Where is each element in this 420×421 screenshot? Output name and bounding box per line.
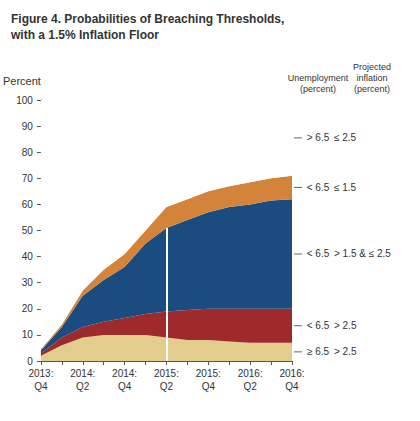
svg-text:Figure 4. Probabilities of Bre: Figure 4. Probabilities of Breaching Thr… <box>11 12 284 26</box>
svg-text:Q4: Q4 <box>202 381 216 392</box>
svg-text:60: 60 <box>22 199 34 210</box>
svg-text:Q2: Q2 <box>243 381 257 392</box>
svg-text:Q4: Q4 <box>285 381 299 392</box>
svg-text:< 6.5: < 6.5 <box>307 320 330 331</box>
svg-text:Q2: Q2 <box>76 381 90 392</box>
svg-text:Projected: Projected <box>353 62 391 72</box>
svg-text:Q4: Q4 <box>34 381 48 392</box>
svg-text:(percent): (percent) <box>300 84 336 94</box>
svg-text:90: 90 <box>22 121 34 132</box>
svg-text:2016:: 2016: <box>279 368 304 379</box>
svg-text:with a 1.5% Inflation Floor: with a 1.5% Inflation Floor <box>10 28 159 42</box>
svg-text:80: 80 <box>22 147 34 158</box>
svg-text:> 2.5: > 2.5 <box>334 346 357 357</box>
svg-text:Q2: Q2 <box>160 381 174 392</box>
svg-text:(percent): (percent) <box>354 84 390 94</box>
svg-text:50: 50 <box>22 225 34 236</box>
svg-text:2016:: 2016: <box>238 368 263 379</box>
svg-text:≤ 2.5: ≤ 2.5 <box>334 132 357 143</box>
svg-text:≥ 6.5: ≥ 6.5 <box>307 346 330 357</box>
svg-text:10: 10 <box>22 329 34 340</box>
svg-text:≤ 1.5: ≤ 1.5 <box>334 182 357 193</box>
svg-text:> 2.5: > 2.5 <box>334 320 357 331</box>
svg-text:0: 0 <box>27 356 33 367</box>
svg-text:2015:: 2015: <box>154 368 179 379</box>
svg-text:20: 20 <box>22 303 34 314</box>
svg-text:> 1.5 & ≤ 2.5: > 1.5 & ≤ 2.5 <box>334 248 391 259</box>
svg-text:2013:: 2013: <box>28 368 53 379</box>
svg-text:Q4: Q4 <box>118 381 132 392</box>
svg-text:< 6.5: < 6.5 <box>307 248 330 259</box>
svg-text:100: 100 <box>16 95 33 106</box>
svg-text:2015:: 2015: <box>196 368 221 379</box>
svg-text:inflation: inflation <box>356 73 387 83</box>
svg-text:Percent: Percent <box>3 75 41 87</box>
svg-text:2014:: 2014: <box>70 368 95 379</box>
svg-text:> 6.5: > 6.5 <box>307 132 330 143</box>
svg-text:40: 40 <box>22 251 34 262</box>
svg-text:70: 70 <box>22 173 34 184</box>
svg-text:< 6.5: < 6.5 <box>307 182 330 193</box>
svg-text:Unemployment: Unemployment <box>288 73 349 83</box>
svg-text:2014:: 2014: <box>112 368 137 379</box>
svg-text:30: 30 <box>22 277 34 288</box>
